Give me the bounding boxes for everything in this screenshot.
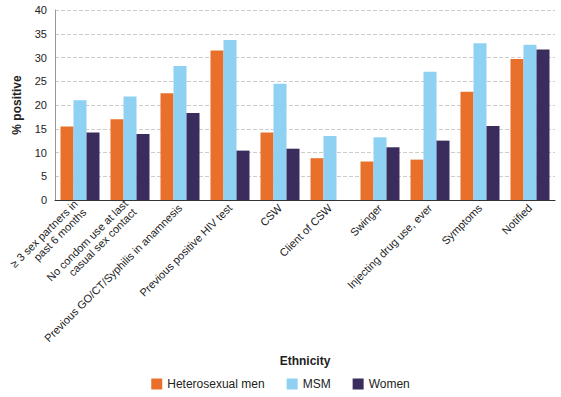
svg-text:40: 40 (35, 4, 47, 16)
svg-text:No condom use at last: No condom use at last (44, 197, 130, 284)
svg-text:Women: Women (369, 377, 410, 391)
svg-text:MSM: MSM (303, 377, 331, 391)
svg-text:Previous positive HIV test: Previous positive HIV test (137, 202, 234, 299)
svg-text:Ethnicity: Ethnicity (280, 354, 331, 368)
svg-text:past 6 months: past 6 months (31, 206, 89, 264)
svg-text:≥ 3 sex partners in: ≥ 3 sex partners in (7, 197, 80, 270)
svg-text:CSW: CSW (258, 201, 285, 228)
svg-text:Previous GO/CT/Syphilis in ana: Previous GO/CT/Syphilis in anamnesis (41, 201, 185, 345)
svg-text:Client of CSW: Client of CSW (277, 201, 335, 259)
svg-text:20: 20 (35, 99, 47, 111)
svg-text:% positive: % positive (10, 75, 24, 135)
svg-text:25: 25 (35, 75, 47, 87)
svg-text:0: 0 (41, 194, 47, 206)
svg-text:Heterosexual men: Heterosexual men (167, 377, 264, 391)
svg-text:30: 30 (35, 52, 47, 64)
svg-text:15: 15 (35, 123, 47, 135)
svg-text:Injecting drug use, ever: Injecting drug use, ever (345, 202, 434, 291)
svg-text:Swinger: Swinger (348, 202, 385, 239)
svg-text:5: 5 (41, 170, 47, 182)
svg-text:casual sex contact: casual sex contact (66, 206, 138, 278)
svg-text:Symptoms: Symptoms (439, 201, 485, 247)
svg-text:10: 10 (35, 147, 47, 159)
svg-text:35: 35 (35, 28, 47, 40)
svg-text:Notified: Notified (499, 202, 534, 237)
